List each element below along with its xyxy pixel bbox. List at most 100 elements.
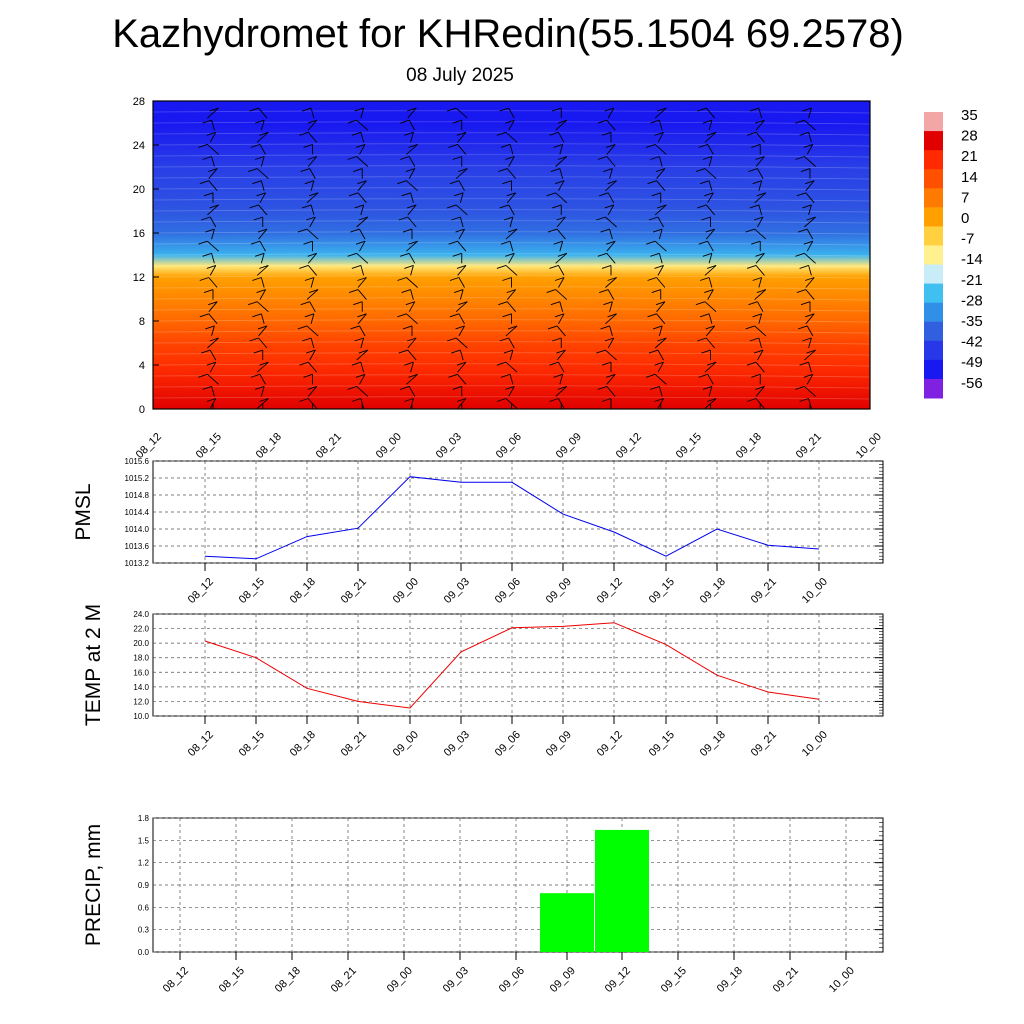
wind-barb-flag [400, 156, 410, 160]
wind-barbs [198, 107, 816, 409]
wind-barb-shaft [605, 313, 617, 325]
wind-barb-flag [695, 301, 706, 306]
wind-barb-shaft [808, 132, 812, 143]
wind-barb-flag [398, 216, 408, 221]
wind-barb-flag [549, 398, 559, 402]
wind-barb-shaft [708, 313, 713, 324]
x-tick-label: 08_18 [288, 729, 318, 759]
wind-barb-shaft [508, 119, 515, 131]
wind-barb-shaft [658, 386, 663, 397]
y-tick-label: 12.0 [133, 697, 149, 706]
wind-barb-shaft [406, 373, 418, 385]
wind-barb-shaft [457, 240, 467, 252]
wind-barb-flag [653, 325, 663, 330]
wind-barb-flag [451, 216, 461, 221]
wind-barb-flag [357, 313, 367, 318]
y-tick-label: 24 [133, 140, 145, 152]
wind-barb-flag [552, 337, 562, 342]
wind-barb-flag [795, 385, 805, 390]
wind-barb-flag [549, 131, 559, 136]
wind-barb-shaft [555, 289, 568, 300]
wind-barb-shaft [708, 180, 713, 191]
wind-barb-flag [500, 240, 511, 245]
wind-barb-shaft [605, 277, 617, 288]
wind-barb-flag [353, 301, 363, 306]
wind-barb-flag [397, 313, 407, 318]
wind-barb-shaft [555, 192, 568, 204]
wind-barb-shaft [558, 313, 565, 325]
wind-barb-shaft [209, 216, 217, 228]
x-tick-label: 08_21 [339, 576, 369, 606]
x-tick-label: 08_18 [254, 431, 284, 461]
colorbar-swatch [924, 264, 943, 285]
wind-barb-shaft [508, 386, 515, 397]
wind-barb-shaft [410, 132, 414, 143]
wind-barb-flag [647, 313, 657, 318]
wind-barb-flag [706, 131, 717, 136]
wind-barb-shaft [606, 253, 616, 264]
wind-barb-flag [798, 228, 808, 233]
wind-barb-flag [402, 228, 413, 233]
contour-line [152, 363, 871, 367]
wind-barb-shaft [708, 253, 713, 264]
wind-barb-flag [456, 264, 467, 269]
wind-barb-flag [746, 131, 757, 136]
wind-barb-flag [355, 240, 366, 245]
wind-barb-flag [655, 168, 666, 173]
wind-barb-shaft [259, 240, 266, 252]
wind-barb-flag [255, 156, 265, 160]
x-tick-label: 09_21 [749, 729, 779, 759]
wind-barb-flag [648, 349, 659, 354]
wind-barb-flag [547, 228, 558, 233]
wind-barb-shaft [256, 301, 269, 313]
wind-barb-shaft [457, 361, 467, 373]
wind-barb-flag [549, 361, 559, 366]
wind-barb-shaft [656, 277, 666, 288]
wind-barb-flag [452, 119, 462, 124]
x-tick-label: 09_18 [698, 729, 728, 759]
wind-barb-shaft [356, 349, 369, 361]
wind-barb-shaft [757, 301, 764, 312]
wind-barb-flag [306, 216, 316, 221]
wind-barb-flag [199, 180, 209, 185]
wind-barb-flag [653, 228, 663, 233]
wind-barb-shaft [356, 216, 369, 228]
wind-barb-shaft [359, 144, 366, 155]
wind-barb-flag [695, 168, 706, 173]
wind-barb-flag [208, 168, 218, 173]
wind-barb-shaft [506, 168, 517, 179]
wind-barb-flag [697, 337, 707, 342]
wind-barb-flag [205, 228, 215, 233]
wind-barb-flag [401, 192, 411, 197]
wind-barb-flag [202, 156, 212, 160]
wind-barb-flag [347, 119, 357, 124]
wind-barb-flag [596, 349, 606, 354]
wind-barb-shaft [607, 192, 615, 204]
wind-barb-flag [452, 385, 462, 390]
contour-line [152, 253, 871, 257]
y-tick-label: 20.0 [133, 639, 149, 648]
x-tick-label: 09_21 [749, 576, 779, 606]
y-tick-label: 1.8 [138, 814, 150, 823]
wind-barb-shaft [804, 386, 816, 397]
x-tick-label: 10_00 [800, 576, 830, 606]
y-tick-label: 0 [139, 404, 145, 416]
wind-barb-shaft [758, 313, 763, 324]
wind-barb-shaft [309, 349, 316, 361]
wind-barb-shaft [705, 325, 716, 337]
y-tick-label: 12 [133, 272, 145, 284]
colorbar-label: -7 [961, 231, 974, 248]
x-tick-label: 09_00 [374, 431, 404, 461]
wind-barb-shaft [704, 168, 717, 179]
wind-barb-flag [657, 204, 667, 209]
wind-barb-shaft [609, 325, 613, 337]
wind-barb-shaft [208, 180, 218, 191]
wind-barb-flag [597, 385, 607, 390]
wind-barb-shaft [808, 362, 812, 373]
colorbar-swatch [924, 207, 943, 227]
x-tick-label: 09_09 [548, 965, 578, 995]
wind-barb-flag [604, 337, 614, 342]
x-tick-label: 09_06 [494, 431, 524, 461]
wind-barb-flag [354, 204, 364, 209]
wind-barb-flag [803, 240, 813, 245]
